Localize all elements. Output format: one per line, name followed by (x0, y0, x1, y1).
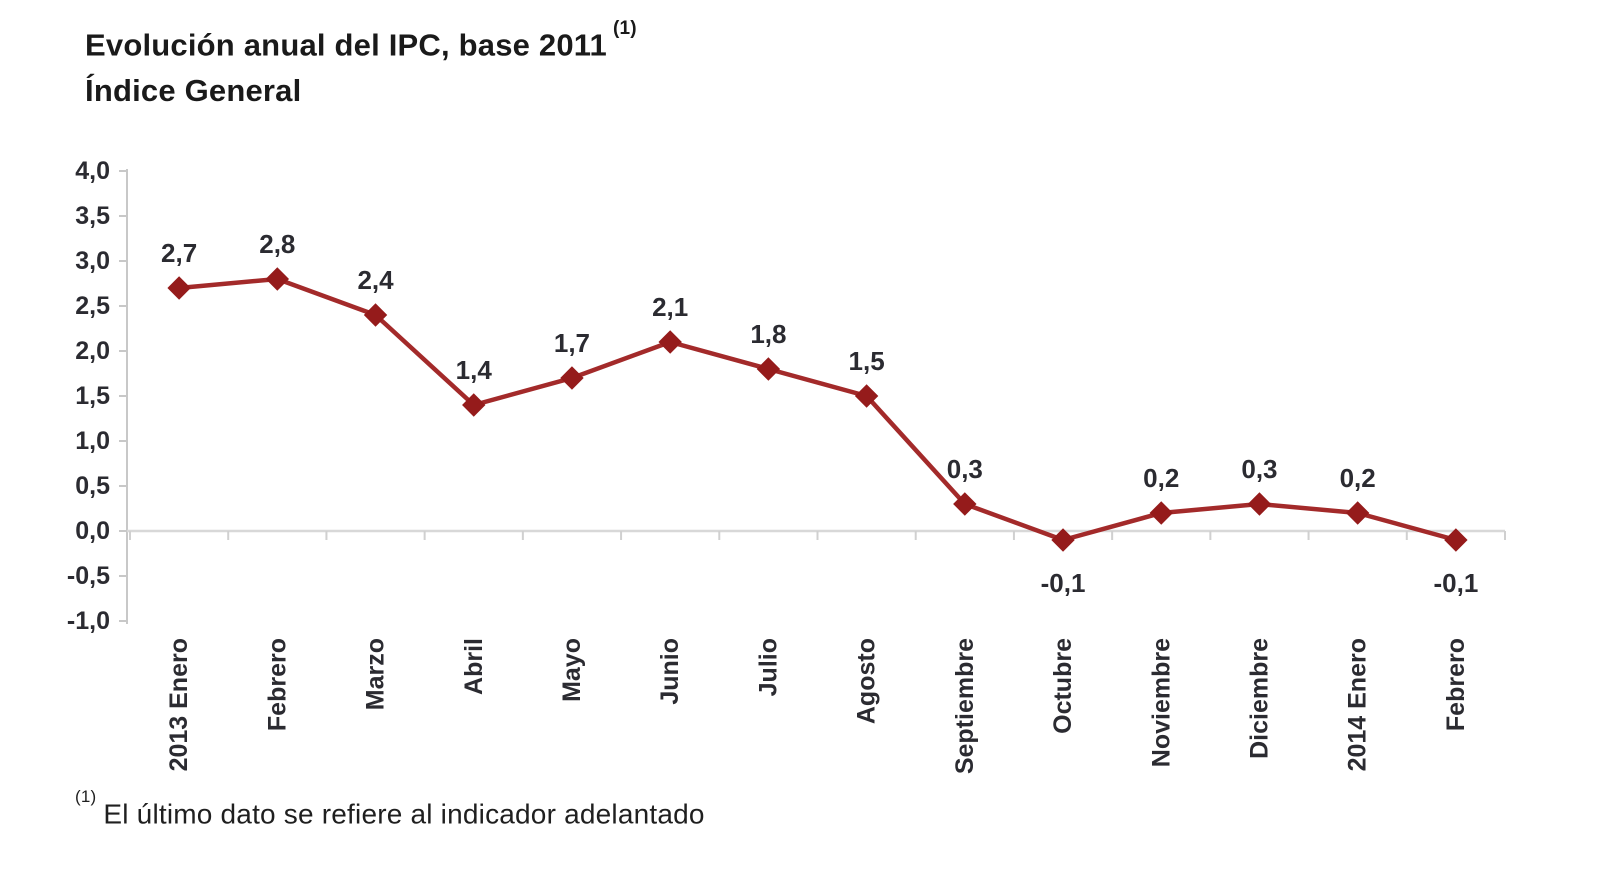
x-axis-label: Febrero (263, 638, 291, 731)
data-series-line (176, 276, 1459, 543)
x-axis-label: Diciembre (1245, 638, 1273, 759)
chart-subtitle: Índice General (85, 73, 302, 109)
chart-title-footnote-marker: (1) (612, 18, 637, 39)
y-axis-label: 4,0 (75, 157, 110, 185)
x-axis-label: Febrero (1442, 638, 1470, 731)
data-point-label: 2,1 (652, 292, 688, 322)
data-point-marker (756, 357, 781, 381)
data-point-label: 1,8 (750, 319, 786, 349)
y-axis-label: 2,5 (75, 292, 110, 320)
data-point-label: 2,8 (259, 229, 295, 259)
data-point-marker (953, 492, 977, 516)
x-axis-label: Septiembre (951, 638, 979, 774)
x-axis-label: Agosto (853, 638, 881, 724)
footnote: (1) El último dato se refiere al indicado… (75, 787, 705, 830)
data-point-label: 0,3 (947, 454, 983, 484)
y-axis-label: 0,5 (75, 472, 110, 500)
x-axis-label: 2014 Enero (1344, 638, 1372, 771)
footnote-text: El último dato se refiere al indicador a… (103, 798, 705, 830)
chart-title-text: Evolución anual del IPC, base 2011 (85, 27, 607, 63)
y-axis-label: 0,0 (75, 517, 110, 545)
data-point-marker (1149, 501, 1173, 525)
x-axis-label: Julio (754, 638, 782, 696)
y-axis-label: 1,5 (75, 382, 110, 410)
data-point-label: -0,1 (1041, 568, 1086, 598)
x-axis-label: Octubre (1049, 638, 1077, 734)
data-point-marker (363, 303, 388, 327)
x-axis-label: Abril (460, 638, 488, 695)
x-axis-label: Mayo (558, 638, 586, 702)
x-axis-label: Marzo (362, 638, 390, 710)
data-point-label: 0,3 (1241, 454, 1277, 484)
data-point-marker (1051, 528, 1075, 552)
data-point-label: 0,2 (1143, 463, 1179, 493)
y-axis-label: 3,0 (75, 247, 110, 275)
footnote-marker: (1) (75, 787, 97, 806)
data-point-label: 2,4 (357, 265, 394, 295)
data-point-label: 0,2 (1340, 463, 1376, 493)
y-axis-label: 2,0 (75, 337, 110, 365)
data-point-marker (658, 330, 682, 354)
data-point-marker (1345, 501, 1370, 525)
x-axis-label: Junio (656, 638, 684, 705)
y-axis-label: -0,5 (67, 562, 110, 590)
data-point-label: 1,7 (554, 328, 590, 358)
data-point-label: 2,7 (161, 238, 197, 268)
chart-title-block: Evolución anual del IPC, base 2011 (1) Ín… (85, 16, 637, 114)
data-point-marker (167, 276, 191, 300)
data-point-marker (265, 267, 290, 291)
y-axis-label: 3,5 (75, 202, 110, 230)
data-point-marker (854, 384, 879, 408)
data-point-label: 1,5 (849, 346, 885, 376)
data-point-marker (462, 393, 486, 417)
data-point-marker (1247, 492, 1272, 516)
chart-title: Evolución anual del IPC, base 2011 (1) (85, 16, 637, 68)
x-axis-label: Noviembre (1147, 638, 1175, 767)
data-point-marker (560, 366, 584, 390)
x-axis-label: 2013 Enero (165, 638, 193, 771)
data-point-label: 1,4 (456, 355, 493, 385)
data-point-marker (1444, 528, 1468, 552)
y-axis-label: 1,0 (75, 427, 110, 455)
data-point-label: -0,1 (1433, 568, 1478, 598)
y-axis-label: -1,0 (67, 607, 110, 635)
